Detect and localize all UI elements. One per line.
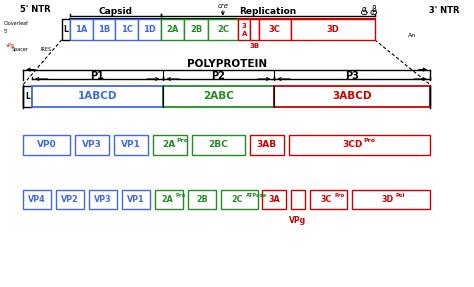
Bar xyxy=(23,189,51,210)
Text: 3D: 3D xyxy=(381,195,393,204)
Text: 5' NTR: 5' NTR xyxy=(20,5,51,14)
Bar xyxy=(250,19,259,40)
Bar xyxy=(70,19,93,40)
Text: 3C: 3C xyxy=(321,195,332,204)
Bar xyxy=(310,189,347,210)
Text: 3CD: 3CD xyxy=(342,140,363,150)
Bar xyxy=(184,19,208,40)
Bar xyxy=(208,19,238,40)
Text: 3AB: 3AB xyxy=(257,140,277,150)
Text: Pro: Pro xyxy=(176,193,186,198)
Bar xyxy=(138,19,161,40)
Bar xyxy=(122,189,150,210)
Text: Replication: Replication xyxy=(239,7,296,16)
Text: 2BC: 2BC xyxy=(209,140,228,150)
Text: cre: cre xyxy=(218,3,228,9)
Text: L: L xyxy=(25,92,30,101)
Text: VP0: VP0 xyxy=(37,140,56,150)
Bar xyxy=(56,189,84,210)
Text: Spacer: Spacer xyxy=(12,47,29,52)
Text: α: α xyxy=(362,5,367,14)
Text: Capsid: Capsid xyxy=(99,7,132,16)
Text: Cloverleaf: Cloverleaf xyxy=(4,21,28,26)
Bar xyxy=(114,135,148,155)
Bar xyxy=(70,19,374,40)
Bar xyxy=(62,19,70,40)
Text: 3D: 3D xyxy=(326,25,339,34)
Bar xyxy=(238,19,250,40)
Text: VP1: VP1 xyxy=(128,195,145,204)
Text: A: A xyxy=(242,31,247,37)
Text: 1A: 1A xyxy=(75,25,88,34)
Bar xyxy=(221,189,258,210)
Text: P2: P2 xyxy=(211,71,225,81)
Bar xyxy=(23,135,70,155)
Text: 3: 3 xyxy=(242,24,247,30)
Text: 1D: 1D xyxy=(143,25,156,34)
Text: 3B: 3B xyxy=(249,43,259,49)
Bar xyxy=(89,189,117,210)
Text: 2B: 2B xyxy=(190,25,202,34)
Text: 2A: 2A xyxy=(166,25,179,34)
Text: VP2: VP2 xyxy=(61,195,79,204)
Text: 2A: 2A xyxy=(162,140,175,150)
Bar xyxy=(192,135,245,155)
Text: 3' NTR: 3' NTR xyxy=(429,6,460,15)
Bar xyxy=(289,135,430,155)
Text: IRES: IRES xyxy=(41,47,52,52)
Text: 2ABC: 2ABC xyxy=(203,91,234,101)
Text: 2B: 2B xyxy=(196,195,208,204)
Bar xyxy=(155,189,183,210)
Text: VP3: VP3 xyxy=(94,195,112,204)
Text: β: β xyxy=(371,5,376,14)
Bar xyxy=(250,135,284,155)
Text: Pro: Pro xyxy=(335,193,345,198)
Text: VP1: VP1 xyxy=(121,140,141,150)
Text: 1C: 1C xyxy=(121,25,133,34)
Text: An: An xyxy=(408,33,416,38)
Text: 1B: 1B xyxy=(98,25,110,34)
Text: POLYPROTEIN: POLYPROTEIN xyxy=(187,59,267,69)
Text: 3C: 3C xyxy=(269,25,281,34)
Text: 3ABCD: 3ABCD xyxy=(332,91,372,101)
Bar xyxy=(238,19,374,40)
Bar xyxy=(188,189,216,210)
Text: P3: P3 xyxy=(345,71,359,81)
Text: VP3: VP3 xyxy=(82,140,102,150)
Text: Pol: Pol xyxy=(395,193,405,198)
Bar xyxy=(161,19,184,40)
Text: 2C: 2C xyxy=(232,195,243,204)
Bar xyxy=(163,86,274,106)
Bar xyxy=(274,86,430,106)
Bar xyxy=(75,135,109,155)
Text: 2A: 2A xyxy=(162,195,173,204)
Text: VPg: VPg xyxy=(289,216,306,225)
Text: ATPase: ATPase xyxy=(246,193,267,198)
Text: L: L xyxy=(64,25,68,34)
Text: Pro: Pro xyxy=(363,138,375,143)
Bar xyxy=(116,19,138,40)
Text: VP4: VP4 xyxy=(28,195,46,204)
Bar xyxy=(352,189,430,210)
Text: 1ABCD: 1ABCD xyxy=(78,91,117,101)
Bar xyxy=(93,19,116,40)
Text: 3A: 3A xyxy=(268,195,280,204)
Text: P1: P1 xyxy=(91,71,104,81)
Text: Pro: Pro xyxy=(176,138,188,143)
Bar xyxy=(23,86,32,106)
Text: 2C: 2C xyxy=(217,25,229,34)
Bar xyxy=(263,189,286,210)
Text: vPg: vPg xyxy=(6,43,15,48)
Bar xyxy=(153,135,187,155)
Text: 5': 5' xyxy=(4,30,8,34)
Bar xyxy=(291,19,374,40)
Bar xyxy=(32,86,163,106)
Bar xyxy=(259,19,291,40)
Bar xyxy=(291,189,305,210)
